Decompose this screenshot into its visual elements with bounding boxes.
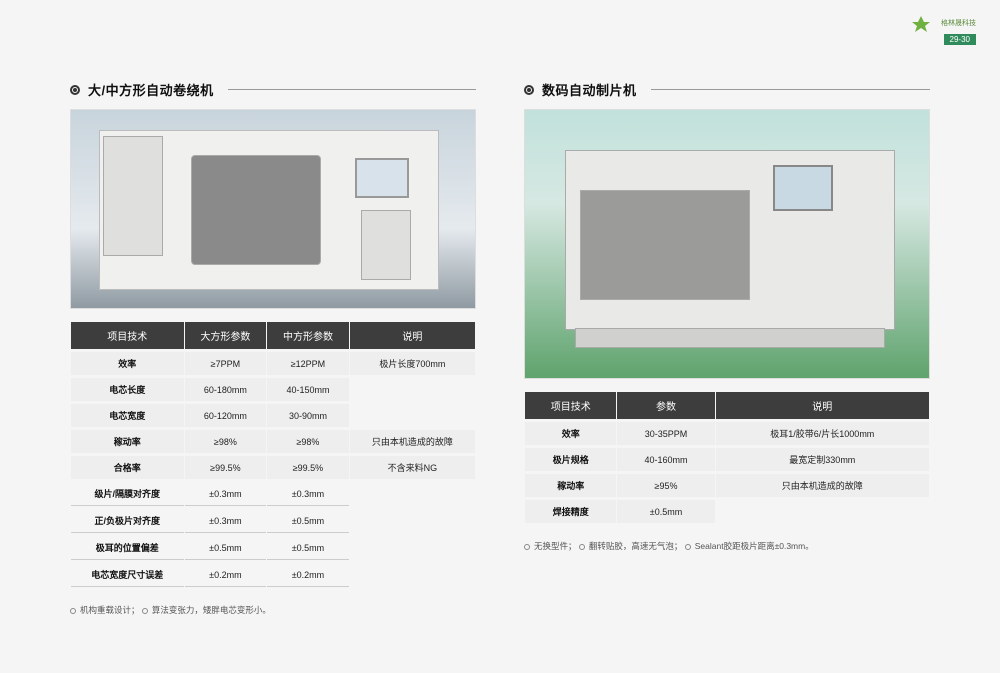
- row-label: 电芯长度: [71, 378, 184, 401]
- footnote-bullet-icon: [70, 608, 76, 614]
- row-cell: ±0.3mm: [267, 482, 349, 506]
- footnote-bullet-icon: [685, 544, 691, 550]
- row-cell: ±0.2mm: [267, 563, 349, 587]
- table-row: 正/负极片对齐度±0.3mm±0.5mm: [71, 509, 475, 533]
- row-cell: ≥12PPM: [267, 352, 349, 375]
- table-row: 效率≥7PPM≥12PPM极片长度700mm: [71, 352, 475, 375]
- table-row: 极耳的位置偏差±0.5mm±0.5mm: [71, 536, 475, 560]
- table-row: 效率30-35PPM极耳1/胶带6/片长1000mm: [525, 422, 929, 445]
- table-row: 极片规格40-160mm最宽定制330mm: [525, 448, 929, 471]
- table-header: 项目技术: [71, 322, 184, 349]
- footnote-bullet-icon: [579, 544, 585, 550]
- left-column: 大/中方形自动卷绕机 项目技术大方形参数中方形参数说明 效率≥7PPM≥12PP…: [70, 80, 476, 618]
- row-cell: 40-160mm: [617, 448, 714, 471]
- left-title: 大/中方形自动卷绕机: [88, 80, 214, 99]
- table-row: 焊接精度±0.5mm: [525, 500, 929, 523]
- row-label: 电芯宽度: [71, 404, 184, 427]
- row-cell: [350, 378, 475, 401]
- row-label: 级片/隔膜对齐度: [71, 482, 184, 506]
- row-cell: [716, 500, 929, 523]
- row-cell: 30-90mm: [267, 404, 349, 427]
- row-cell: ±0.5mm: [617, 500, 714, 523]
- row-cell: 60-120mm: [185, 404, 267, 427]
- row-label: 极耳的位置偏差: [71, 536, 184, 560]
- row-label: 效率: [71, 352, 184, 375]
- right-title: 数码自动制片机: [542, 80, 637, 99]
- title-divider: [228, 89, 476, 90]
- row-cell: [350, 482, 475, 506]
- row-cell: ≥98%: [267, 430, 349, 453]
- bullet-icon: [70, 85, 80, 95]
- table-row: 稼动率≥95%只由本机造成的故障: [525, 474, 929, 497]
- row-cell: 极片长度700mm: [350, 352, 475, 375]
- row-cell: [350, 563, 475, 587]
- row-cell: [350, 404, 475, 427]
- footnote-left: 机构重载设计； 算法变张力，矮胖电芯变形小。: [70, 604, 476, 618]
- footnote-text: 机构重载设计；: [80, 605, 142, 615]
- footnote-text: 翻转贴胶，高速无气泡；: [589, 541, 685, 551]
- row-cell: ±0.3mm: [185, 509, 267, 533]
- row-label: 合格率: [71, 456, 184, 479]
- row-label: 焊接精度: [525, 500, 616, 523]
- right-column: 数码自动制片机 项目技术参数说明 效率30-35PPM极耳1/胶带6/片长100…: [524, 80, 930, 618]
- table-header: 说明: [716, 392, 929, 419]
- row-cell: 30-35PPM: [617, 422, 714, 445]
- row-cell: 40-150mm: [267, 378, 349, 401]
- row-cell: 只由本机造成的故障: [350, 430, 475, 453]
- row-label: 电芯宽度尺寸误差: [71, 563, 184, 587]
- row-label: 稼动率: [71, 430, 184, 453]
- table-row: 稼动率≥98%≥98%只由本机造成的故障: [71, 430, 475, 453]
- row-cell: ±0.3mm: [185, 482, 267, 506]
- row-cell: ±0.5mm: [267, 536, 349, 560]
- table-header: 大方形参数: [185, 322, 267, 349]
- row-label: 效率: [525, 422, 616, 445]
- spec-table-right: 项目技术参数说明 效率30-35PPM极耳1/胶带6/片长1000mm 极片规格4…: [524, 389, 930, 526]
- row-cell: ≥98%: [185, 430, 267, 453]
- footnote-right: 无换型件； 翻转贴胶，高速无气泡； Sealant胶距极片距离±0.3mm。: [524, 540, 930, 554]
- table-row: 电芯长度60-180mm40-150mm: [71, 378, 475, 401]
- row-cell: ≥7PPM: [185, 352, 267, 375]
- row-cell: ≥99.5%: [185, 456, 267, 479]
- footnote-bullet-icon: [524, 544, 530, 550]
- row-label: 正/负极片对齐度: [71, 509, 184, 533]
- row-cell: 不含来料NG: [350, 456, 475, 479]
- row-cell: 60-180mm: [185, 378, 267, 401]
- table-row: 电芯宽度60-120mm30-90mm: [71, 404, 475, 427]
- row-cell: ±0.5mm: [267, 509, 349, 533]
- row-cell: ±0.2mm: [185, 563, 267, 587]
- row-label: 极片规格: [525, 448, 616, 471]
- footnote-text: 无换型件；: [534, 541, 579, 551]
- product-photo-left: [70, 109, 476, 309]
- product-photo-right: [524, 109, 930, 379]
- section-title-left: 大/中方形自动卷绕机: [70, 80, 476, 99]
- row-cell: ≥99.5%: [267, 456, 349, 479]
- table-row: 合格率≥99.5%≥99.5%不含来料NG: [71, 456, 475, 479]
- table-header: 中方形参数: [267, 322, 349, 349]
- table-row: 电芯宽度尺寸误差±0.2mm±0.2mm: [71, 563, 475, 587]
- row-cell: [350, 509, 475, 533]
- footnote-text: Sealant胶距极片距离±0.3mm。: [695, 541, 814, 551]
- title-divider: [651, 89, 930, 90]
- row-cell: ≥95%: [617, 474, 714, 497]
- table-header: 参数: [617, 392, 714, 419]
- footnote-text: 算法变张力，矮胖电芯变形小。: [152, 605, 271, 615]
- section-title-right: 数码自动制片机: [524, 80, 930, 99]
- bullet-icon: [524, 85, 534, 95]
- row-cell: 只由本机造成的故障: [716, 474, 929, 497]
- row-label: 稼动率: [525, 474, 616, 497]
- table-row: 级片/隔膜对齐度±0.3mm±0.3mm: [71, 482, 475, 506]
- row-cell: [350, 536, 475, 560]
- spec-table-left: 项目技术大方形参数中方形参数说明 效率≥7PPM≥12PPM极片长度700mm 电…: [70, 319, 476, 590]
- table-header: 说明: [350, 322, 475, 349]
- table-header: 项目技术: [525, 392, 616, 419]
- footnote-bullet-icon: [142, 608, 148, 614]
- row-cell: ±0.5mm: [185, 536, 267, 560]
- row-cell: 极耳1/胶带6/片长1000mm: [716, 422, 929, 445]
- row-cell: 最宽定制330mm: [716, 448, 929, 471]
